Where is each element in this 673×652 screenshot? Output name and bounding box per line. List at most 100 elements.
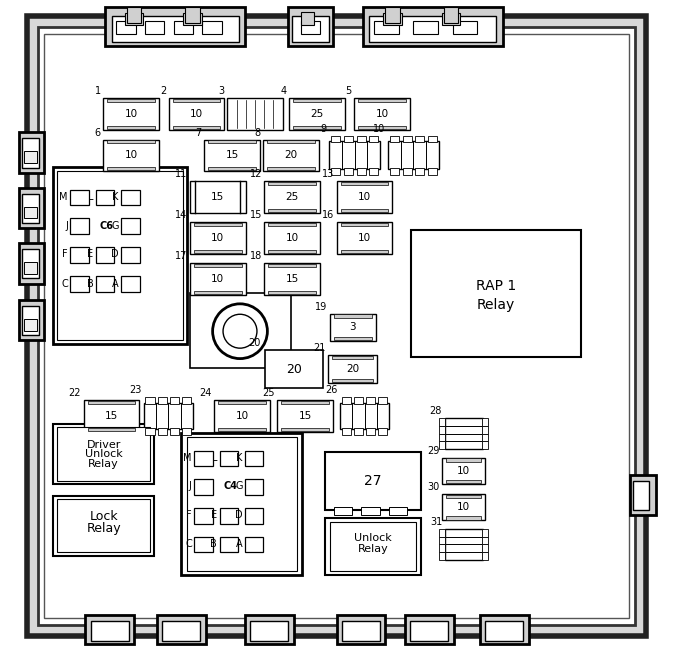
Bar [439,552,446,560]
Bar [482,552,489,560]
Bar [22,194,38,223]
Bar [209,167,256,170]
Bar [439,529,446,537]
Text: 3: 3 [349,322,356,333]
Bar [264,222,320,254]
Bar [482,537,489,544]
Text: 19: 19 [315,302,327,312]
Bar [269,223,316,226]
Text: 10: 10 [376,109,389,119]
Bar [104,140,159,171]
Text: 2: 2 [160,87,166,96]
Bar [482,441,489,449]
Text: G: G [111,220,118,231]
Text: 22: 22 [69,389,81,398]
Text: C6: C6 [100,220,113,231]
Text: 21: 21 [314,344,326,353]
Bar [442,13,460,25]
Bar [354,397,363,404]
Text: C: C [185,539,192,549]
Bar [332,356,374,359]
Bar [172,126,220,129]
Bar [482,418,489,426]
Bar [292,16,328,42]
Bar [413,21,438,34]
Bar [85,615,135,644]
Bar [57,171,182,340]
Bar [220,537,238,552]
Text: F: F [186,510,192,520]
Bar [112,16,239,42]
Bar [182,428,191,435]
Text: Unlock: Unlock [85,449,122,460]
Bar [482,529,489,537]
Bar [96,190,114,205]
Bar [329,141,380,169]
Text: 15: 15 [105,411,118,421]
Bar [334,507,352,515]
Text: K: K [236,452,242,463]
Bar [107,126,155,129]
Bar [301,12,314,25]
Bar [332,379,374,382]
Text: 29: 29 [427,446,440,456]
Bar [194,508,213,524]
Bar [121,218,139,234]
Bar [267,140,315,143]
Text: G: G [235,481,242,492]
Bar [428,136,437,142]
Bar [363,7,503,46]
Bar [330,314,376,341]
Bar [482,426,489,434]
Bar [341,209,388,212]
Bar [344,168,353,175]
Bar [439,434,446,441]
Text: 18: 18 [250,252,262,261]
Bar [287,7,333,46]
Bar [415,136,425,142]
Text: 10: 10 [211,274,224,284]
Bar [361,507,380,515]
Bar [369,168,378,175]
Bar [53,496,154,556]
Bar [22,306,38,335]
Text: 30: 30 [427,482,440,492]
Bar [57,427,150,481]
Bar [194,537,213,552]
Text: 20: 20 [248,338,261,348]
Text: 10: 10 [211,233,224,243]
Bar [442,458,485,484]
Bar [334,314,371,318]
Bar [386,7,400,23]
Text: 15: 15 [299,411,312,421]
Bar [182,397,191,404]
Bar [121,276,139,292]
Bar [480,615,529,644]
Bar [263,140,318,171]
Bar [190,181,246,213]
Bar [281,401,329,404]
Bar [202,21,221,34]
Bar [245,615,294,644]
Bar [342,428,351,435]
Bar [87,428,135,431]
Bar [336,181,392,213]
Bar [277,400,333,432]
Bar [96,276,114,292]
Text: A: A [112,278,118,289]
Text: 10: 10 [285,233,299,243]
Text: C4: C4 [223,481,237,492]
Bar [439,441,446,449]
Bar [281,428,329,431]
Bar [264,350,324,388]
Text: 26: 26 [325,385,337,395]
Text: RAP 1: RAP 1 [476,278,516,293]
Bar [355,98,410,130]
Bar [169,98,224,130]
Bar [390,136,399,142]
Text: 9: 9 [320,124,326,134]
Bar [357,136,365,142]
Bar [107,99,155,102]
Bar [442,494,485,520]
Bar [24,207,36,218]
